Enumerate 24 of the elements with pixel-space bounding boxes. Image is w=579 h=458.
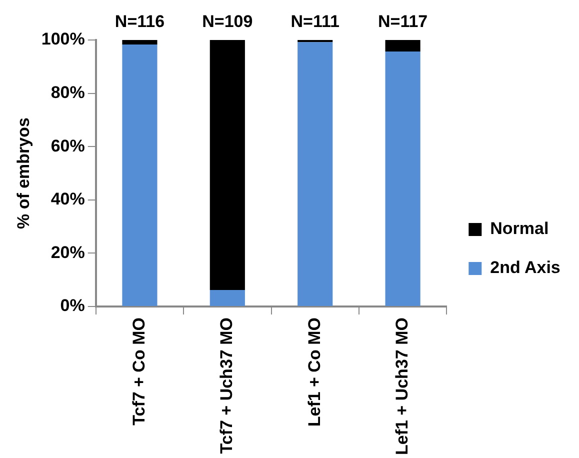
bar [122, 40, 158, 45]
bar [385, 51, 420, 306]
bar [210, 290, 245, 306]
bar [385, 40, 420, 52]
legend-label: Normal [490, 219, 549, 238]
y-tick-label: 0% [60, 296, 85, 316]
y-tick-label: 40% [50, 190, 85, 209]
x-tick-label: Tcf7 + Co MO [129, 318, 148, 426]
y-tick-label: 20% [50, 242, 85, 262]
y-tick-label: 100% [41, 30, 85, 49]
x-tick-label: Lef1 + Uch37 MO [392, 318, 412, 456]
annotation: N=117 [378, 12, 428, 32]
x-tick-label: Lef1 + Co MO [304, 318, 324, 427]
annotation: N=116 [114, 12, 165, 32]
bar [122, 44, 158, 306]
annotation: N=111 [290, 12, 340, 32]
legend-label: 2nd Axis [490, 258, 560, 278]
y-tick-label: 60% [50, 136, 85, 156]
bar [210, 40, 245, 290]
y-tick-label: 80% [50, 82, 85, 102]
annotation: N=109 [202, 12, 253, 32]
x-tick-label: Tcf7 + Uch37 MO [217, 318, 236, 454]
bar [298, 42, 333, 306]
y-axis-title: % of embryos [14, 118, 33, 230]
